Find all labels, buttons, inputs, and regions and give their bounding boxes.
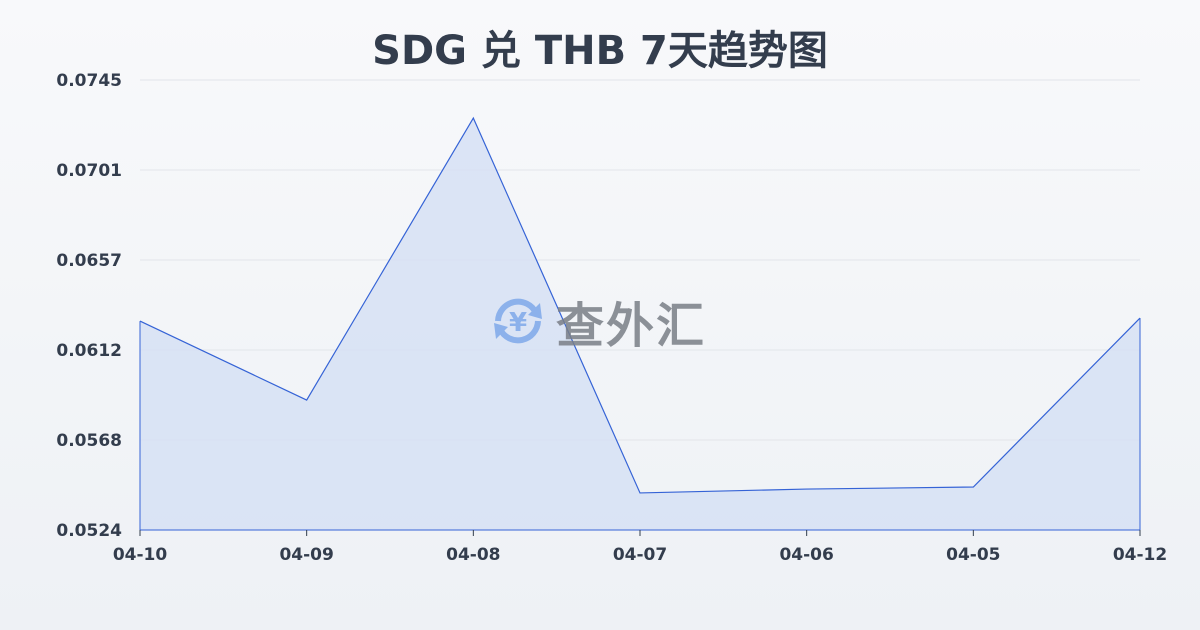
watermark-text: 查外汇 [556,298,707,354]
yen-exchange-icon: ¥ [494,298,542,344]
series-line [139,116,1141,494]
x-tick-label: 04-09 [279,545,333,565]
y-tick-label: 0.0568 [56,431,122,451]
watermark: ¥ 查外汇 [488,286,706,356]
svg-text:¥: ¥ [509,308,527,338]
area-fill [140,118,1140,531]
y-tick-label: 0.0524 [56,521,122,541]
x-tick-label: 04-10 [113,545,168,565]
y-tick-label: 0.0745 [56,71,122,91]
chart-title: SDG 兑 THB 7天趋势图 [372,28,828,74]
x-tick-label: 04-06 [779,545,833,565]
x-tick-label: 04-12 [1113,545,1167,565]
y-tick-label: 0.0701 [56,161,122,181]
y-tick-label: 0.0612 [56,341,122,361]
y-tick-label: 0.0657 [56,251,122,271]
x-tick-label: 04-05 [946,545,1000,565]
x-tick-label: 04-08 [446,545,500,565]
x-tick-label: 04-07 [613,545,667,565]
